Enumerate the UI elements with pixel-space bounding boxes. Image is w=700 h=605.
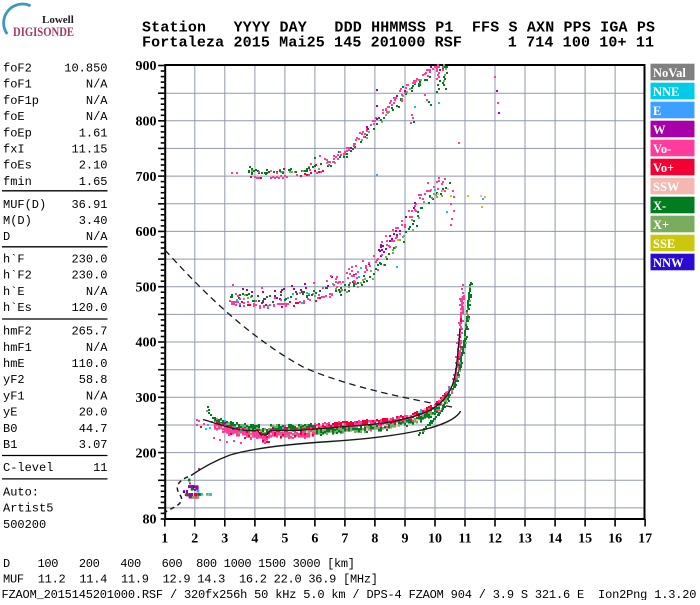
svg-text:200: 200 bbox=[136, 446, 157, 461]
svg-text:2.10: 2.10 bbox=[79, 159, 108, 173]
svg-text:SSW: SSW bbox=[653, 180, 680, 194]
svg-text:foEs: foEs bbox=[3, 159, 32, 173]
svg-text:17: 17 bbox=[638, 532, 652, 547]
svg-text:h`Es: h`Es bbox=[3, 301, 32, 315]
svg-text:Station YYYY DAY DDD HHMMS: Station YYYY DAY DDD HHMMSS P1 FFS S AXN… bbox=[142, 20, 655, 37]
svg-text:NoVal: NoVal bbox=[653, 66, 686, 80]
svg-text:11: 11 bbox=[93, 461, 107, 475]
svg-text:3.40: 3.40 bbox=[79, 214, 108, 228]
svg-text:fxI: fxI bbox=[3, 143, 25, 157]
svg-text:C-level: C-level bbox=[3, 461, 53, 475]
svg-text:2: 2 bbox=[191, 532, 198, 547]
svg-text:foEp: foEp bbox=[3, 126, 32, 140]
svg-text:E: E bbox=[653, 104, 661, 118]
svg-text:yF2: yF2 bbox=[3, 373, 25, 387]
svg-text:1: 1 bbox=[161, 532, 168, 547]
svg-text:8: 8 bbox=[371, 532, 378, 547]
svg-text:44.7: 44.7 bbox=[79, 422, 108, 436]
svg-text:80: 80 bbox=[143, 513, 157, 528]
svg-text:X-: X- bbox=[653, 199, 666, 213]
svg-text:foF1p: foF1p bbox=[3, 94, 39, 108]
svg-text:hmF1: hmF1 bbox=[3, 341, 32, 355]
svg-text:600: 600 bbox=[136, 225, 157, 240]
svg-text:MUF 11.2 11.4 11.9 12.9 14: MUF 11.2 11.4 11.9 12.9 14.3 16.2 22.0 3… bbox=[3, 572, 378, 586]
svg-text:265.7: 265.7 bbox=[71, 325, 107, 339]
svg-text:10.850: 10.850 bbox=[64, 62, 107, 76]
svg-text:16: 16 bbox=[608, 532, 622, 547]
svg-text:9: 9 bbox=[402, 532, 409, 547]
svg-text:B0: B0 bbox=[3, 422, 17, 436]
svg-text:3: 3 bbox=[221, 532, 228, 547]
svg-text:3.07: 3.07 bbox=[79, 438, 108, 452]
svg-text:400: 400 bbox=[136, 336, 157, 351]
svg-text:230.0: 230.0 bbox=[71, 253, 107, 267]
svg-text:N/A: N/A bbox=[86, 285, 108, 299]
svg-text:hmE: hmE bbox=[3, 357, 25, 371]
svg-text:800: 800 bbox=[136, 115, 157, 130]
svg-text:foF2: foF2 bbox=[3, 62, 32, 76]
svg-text:Vo+: Vo+ bbox=[653, 161, 674, 175]
svg-text:W: W bbox=[653, 123, 666, 137]
svg-text:foE: foE bbox=[3, 110, 25, 124]
svg-text:900: 900 bbox=[136, 59, 157, 74]
svg-text:N/A: N/A bbox=[86, 389, 108, 403]
svg-text:yF1: yF1 bbox=[3, 389, 25, 403]
svg-text:Auto:: Auto: bbox=[3, 486, 39, 500]
svg-text:D 100 200 400 600 80: D 100 200 400 600 800 1000 1500 3000 [km… bbox=[3, 557, 355, 571]
svg-text:120.0: 120.0 bbox=[71, 301, 107, 315]
svg-text:yE: yE bbox=[3, 406, 17, 420]
svg-text:36.91: 36.91 bbox=[71, 198, 107, 212]
svg-text:300: 300 bbox=[136, 391, 157, 406]
svg-text:12: 12 bbox=[488, 532, 502, 547]
svg-text:1.65: 1.65 bbox=[79, 175, 108, 189]
svg-text:14: 14 bbox=[548, 532, 562, 547]
svg-text:DIGISONDE: DIGISONDE bbox=[13, 25, 74, 39]
svg-text:N/A: N/A bbox=[86, 110, 108, 124]
svg-text:Fortaleza 2015 Mai25 145 20100: Fortaleza 2015 Mai25 145 201000 RSF 1 71… bbox=[142, 35, 654, 52]
svg-text:hmF2: hmF2 bbox=[3, 325, 32, 339]
svg-text:58.8: 58.8 bbox=[79, 373, 108, 387]
svg-text:Vo-: Vo- bbox=[653, 142, 671, 156]
svg-text:D: D bbox=[3, 230, 10, 244]
svg-text:N/A: N/A bbox=[86, 230, 108, 244]
svg-text:6: 6 bbox=[311, 532, 318, 547]
svg-text:N/A: N/A bbox=[86, 78, 108, 92]
svg-text:h`F2: h`F2 bbox=[3, 269, 32, 283]
svg-text:500200: 500200 bbox=[3, 518, 46, 532]
svg-text:foF1: foF1 bbox=[3, 78, 32, 92]
svg-text:FZAOM_2015145201000.RSF / 320f: FZAOM_2015145201000.RSF / 320fx256h 50 k… bbox=[2, 588, 697, 600]
svg-text:N/A: N/A bbox=[86, 94, 108, 108]
svg-text:h`F: h`F bbox=[3, 253, 25, 267]
svg-text:13: 13 bbox=[518, 532, 532, 547]
svg-text:11: 11 bbox=[458, 532, 471, 547]
svg-text:Artist5: Artist5 bbox=[3, 502, 53, 516]
svg-text:20.0: 20.0 bbox=[79, 406, 108, 420]
svg-text:h`E: h`E bbox=[3, 285, 25, 299]
svg-text:15: 15 bbox=[578, 532, 592, 547]
svg-text:SSE: SSE bbox=[653, 237, 675, 251]
svg-text:700: 700 bbox=[136, 170, 157, 185]
svg-text:500: 500 bbox=[136, 280, 157, 295]
svg-text:10: 10 bbox=[428, 532, 442, 547]
svg-text:NNW: NNW bbox=[653, 256, 684, 270]
svg-text:1.61: 1.61 bbox=[79, 126, 108, 140]
svg-text:MUF(D): MUF(D) bbox=[3, 198, 46, 212]
svg-text:B1: B1 bbox=[3, 438, 17, 452]
svg-text:Lowell: Lowell bbox=[42, 14, 74, 26]
svg-text:5: 5 bbox=[281, 532, 288, 547]
svg-text:7: 7 bbox=[341, 532, 348, 547]
svg-text:110.0: 110.0 bbox=[71, 357, 107, 371]
svg-text:11.15: 11.15 bbox=[71, 143, 107, 157]
svg-text:NNE: NNE bbox=[653, 85, 679, 99]
svg-text:230.0: 230.0 bbox=[71, 269, 107, 283]
svg-text:fmin: fmin bbox=[3, 175, 32, 189]
svg-text:M(D): M(D) bbox=[3, 214, 32, 228]
svg-text:4: 4 bbox=[251, 532, 258, 547]
svg-text:N/A: N/A bbox=[86, 341, 108, 355]
svg-text:X+: X+ bbox=[653, 218, 669, 232]
